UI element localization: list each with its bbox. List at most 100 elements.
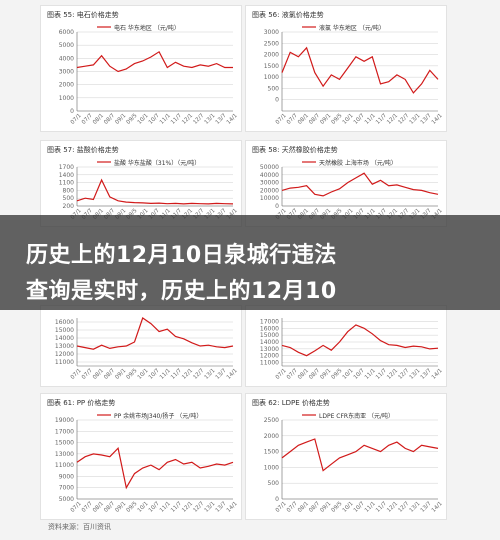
y-tick-label: 2500 — [264, 417, 279, 424]
y-tick-label: 1500 — [264, 63, 279, 70]
x-tick-label: 08/1 — [92, 113, 105, 126]
y-tick-label: 6000 — [59, 29, 74, 36]
x-tick-label: 10/7 — [353, 112, 366, 125]
x-tick-label: 12/7 — [397, 500, 410, 513]
y-tick-label: 17000 — [260, 318, 279, 325]
x-tick-label: 10/1 — [342, 368, 355, 381]
legend-label: LDPE CFR东南亚 （元/吨） — [319, 412, 394, 420]
x-tick-label: 08/1 — [92, 368, 105, 381]
x-tick-label: 12/7 — [397, 367, 410, 380]
x-tick-label: 11/1 — [159, 501, 172, 514]
x-tick-label: 08/7 — [308, 500, 321, 513]
y-tick-label: 16000 — [260, 325, 279, 332]
x-tick-label: 09/1 — [114, 501, 127, 514]
y-tick-label: 2000 — [264, 433, 279, 440]
x-tick-label: 11/1 — [159, 368, 172, 381]
x-tick-label: 14/1 — [431, 501, 444, 514]
y-tick-label: 2000 — [264, 52, 279, 59]
y-tick-label: 50000 — [260, 164, 279, 171]
x-tick-label: 13/1 — [409, 501, 422, 514]
x-tick-label: 10/7 — [353, 367, 366, 380]
x-tick-label: 11/7 — [170, 367, 183, 380]
x-tick-label: 14/1 — [431, 368, 444, 381]
y-tick-label: 0 — [275, 496, 279, 503]
panel-title: 图表 61: PP 价格走势 — [47, 399, 116, 407]
x-tick-label: 10/1 — [137, 113, 150, 126]
y-tick-label: 1000 — [59, 95, 74, 102]
x-tick-label: 08/7 — [308, 112, 321, 125]
y-tick-label: 17000 — [55, 428, 74, 435]
x-tick-label: 08/7 — [103, 500, 116, 513]
y-tick-label: 11000 — [55, 359, 74, 366]
x-tick-label: 13/7 — [420, 500, 433, 513]
x-tick-label: 09/1 — [319, 368, 332, 381]
y-tick-label: 30000 — [260, 180, 279, 187]
x-tick-label: 12/1 — [181, 368, 194, 381]
x-tick-label: 14/1 — [226, 368, 239, 381]
x-tick-label: 08/7 — [308, 367, 321, 380]
y-tick-label: 15000 — [55, 440, 74, 447]
x-tick-label: 12/7 — [192, 500, 205, 513]
y-tick-label: 1100 — [59, 180, 74, 187]
y-tick-label: 800 — [63, 187, 75, 194]
y-tick-label: 1500 — [264, 449, 279, 456]
x-tick-label: 09/5 — [126, 367, 139, 380]
x-tick-label: 12/1 — [386, 113, 399, 126]
chart-panel-8: 图表 62: LDPE 价格走势 LDPE CFR东南亚 （元/吨） 0 500 10… — [245, 393, 447, 520]
x-tick-label: 13/1 — [204, 113, 217, 126]
y-tick-label: 1000 — [264, 74, 279, 81]
x-tick-label: 13/1 — [409, 368, 422, 381]
legend-label: PP 余姚市场J340/扬子 （元/吨） — [114, 412, 202, 420]
x-tick-label: 10/1 — [137, 368, 150, 381]
x-tick-label: 10/7 — [148, 367, 161, 380]
x-tick-label: 07/7 — [286, 367, 299, 380]
y-tick-label: 3000 — [59, 69, 74, 76]
headline-banner: 历史上的12月10日泉城行违法 查询是实时，历史上的12月10 — [0, 215, 500, 310]
x-tick-label: 11/1 — [159, 113, 172, 126]
headline-line-2: 查询是实时，历史上的12月10 — [26, 279, 337, 304]
y-tick-label: 5000 — [59, 42, 74, 49]
x-tick-label: 13/1 — [204, 368, 217, 381]
chart-panel-3: 图表 57: 盐酸价格走势 盐酸 华东盐酸（31%）（元/吨） 200 500 800… — [40, 140, 242, 227]
x-tick-label: 12/1 — [386, 501, 399, 514]
chart-panel-6: 11000 12000 13000 14000 15000 16000 17000 07/1 0… — [245, 305, 447, 387]
series-line — [281, 46, 439, 94]
x-tick-label: 11/1 — [364, 501, 377, 514]
y-tick-label: 2500 — [264, 40, 279, 47]
line-chart: LDPE CFR东南亚 （元/吨） 0 500 1000 1500 2000 2500 07/… — [264, 412, 444, 514]
y-tick-label: 13000 — [55, 451, 74, 458]
x-tick-label: 11/7 — [375, 367, 388, 380]
x-tick-label: 07/7 — [286, 500, 299, 513]
x-tick-label: 09/5 — [331, 367, 344, 380]
x-tick-label: 13/1 — [204, 501, 217, 514]
x-tick-label: 11/7 — [170, 500, 183, 513]
x-tick-label: 11/7 — [170, 112, 183, 125]
chart-panel-4: 图表 58: 天然橡胶价格走势 天然橡胶 上海市场 （元/吨） 0 10000 200… — [245, 140, 447, 227]
chart-panel-2: 图表 56: 液氯价格走势 液氯 华东地区 （元/吨） 0 500 1000 1500 2… — [245, 5, 447, 132]
y-tick-label: 40000 — [260, 172, 279, 179]
y-tick-label: 7000 — [59, 485, 74, 492]
y-tick-label: 5000 — [59, 496, 74, 503]
x-tick-label: 13/7 — [215, 367, 228, 380]
x-tick-label: 12/1 — [181, 501, 194, 514]
y-tick-label: 13000 — [260, 346, 279, 353]
x-tick-label: 11/1 — [364, 368, 377, 381]
y-tick-label: 0 — [275, 97, 279, 104]
x-tick-label: 14/1 — [226, 113, 239, 126]
y-tick-label: 20000 — [260, 187, 279, 194]
panel-title: 图表 58: 天然橡胶价格走势 — [252, 146, 338, 154]
series-line — [76, 178, 234, 205]
x-tick-label: 13/7 — [420, 112, 433, 125]
x-tick-label: 10/1 — [137, 501, 150, 514]
x-tick-label: 09/1 — [319, 113, 332, 126]
legend-label: 盐酸 华东盐酸（31%）（元/吨） — [114, 159, 200, 167]
x-tick-label: 09/1 — [114, 113, 127, 126]
x-tick-label: 07/7 — [286, 112, 299, 125]
y-tick-label: 200 — [63, 203, 75, 210]
series-line — [76, 317, 234, 350]
x-tick-label: 13/1 — [409, 113, 422, 126]
x-tick-label: 07/1 — [275, 368, 288, 381]
y-tick-label: 14000 — [260, 339, 279, 346]
x-tick-label: 10/1 — [342, 501, 355, 514]
y-tick-label: 19000 — [55, 417, 74, 424]
